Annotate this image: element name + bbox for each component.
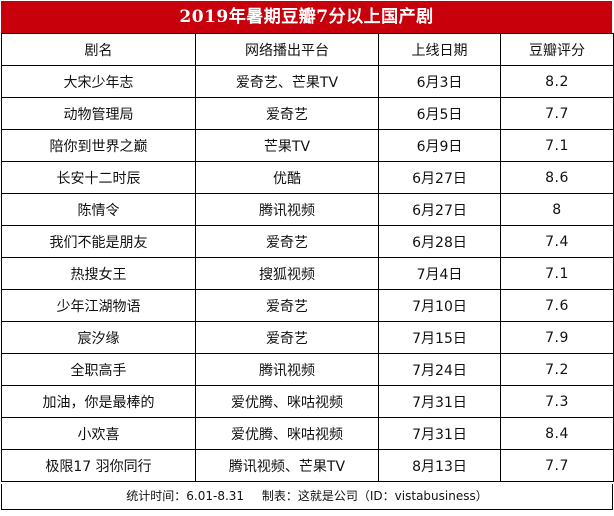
- cell-platform: 腾讯视频: [195, 353, 379, 386]
- cell-platform: 搜狐视频: [195, 257, 379, 290]
- cell-drama-name: 少年江湖物语: [1, 289, 196, 322]
- cell-platform: 爱奇艺: [195, 289, 379, 322]
- cell-drama-name: 长安十二时辰: [1, 161, 196, 194]
- cell-drama-name: 极限17 羽你同行: [1, 449, 196, 482]
- cell-platform: 爱优腾、咪咕视频: [195, 385, 379, 418]
- cell-drama-name: 加油，你是最棒的: [1, 385, 196, 418]
- cell-platform: 爱奇艺: [195, 321, 379, 354]
- cell-drama-name: 动物管理局: [1, 97, 196, 130]
- table-row: 加油，你是最棒的 爱优腾、咪咕视频 7月31日 7.3: [1, 385, 614, 418]
- cell-drama-name: 陈情令: [1, 193, 196, 226]
- cell-release-date: 6月3日: [378, 65, 501, 98]
- table-row: 动物管理局 爱奇艺 6月5日 7.7: [1, 97, 614, 130]
- cell-release-date: 6月27日: [378, 161, 501, 194]
- drama-table: 剧名 网络播出平台 上线日期 豆瓣评分 大宋少年志 爱奇艺、芒果TV 6月3日 8.2…: [1, 33, 614, 482]
- header-row: 剧名 网络播出平台 上线日期 豆瓣评分: [1, 33, 614, 66]
- footer-made-by: 制表：这就是公司（ID：vistabusiness）: [261, 489, 488, 503]
- table-row: 陈情令 腾讯视频 6月27日 8: [1, 193, 614, 226]
- cell-release-date: 7月31日: [378, 417, 501, 450]
- cell-drama-name: 宸汐缘: [1, 321, 196, 354]
- table-row: 大宋少年志 爱奇艺、芒果TV 6月3日 8.2: [1, 65, 614, 98]
- cell-douban-score: 7.7: [500, 97, 614, 130]
- cell-drama-name: 我们不能是朋友: [1, 225, 196, 258]
- cell-platform: 爱奇艺: [195, 225, 379, 258]
- cell-platform: 爱奇艺、芒果TV: [195, 65, 379, 98]
- cell-drama-name: 全职高手: [1, 353, 196, 386]
- table-row: 长安十二时辰 优酷 6月27日 8.6: [1, 161, 614, 194]
- cell-drama-name: 大宋少年志: [1, 65, 196, 98]
- cell-drama-name: 陪你到世界之巅: [1, 129, 196, 162]
- cell-douban-score: 7.9: [500, 321, 614, 354]
- cell-release-date: 7月10日: [378, 289, 501, 322]
- column-header-date: 上线日期: [378, 33, 501, 66]
- cell-release-date: 6月5日: [378, 97, 501, 130]
- footer-stats-time: 统计时间：6.01-8.31: [126, 489, 245, 503]
- table-row: 极限17 羽你同行 腾讯视频、芒果TV 8月13日 7.7: [1, 449, 614, 482]
- cell-douban-score: 7.4: [500, 225, 614, 258]
- cell-douban-score: 7.7: [500, 449, 614, 482]
- cell-platform: 腾讯视频: [195, 193, 379, 226]
- cell-release-date: 7月15日: [378, 321, 501, 354]
- cell-drama-name: 小欢喜: [1, 417, 196, 450]
- table-row: 小欢喜 爱优腾、咪咕视频 7月31日 8.4: [1, 417, 614, 450]
- cell-platform: 爱奇艺: [195, 97, 379, 130]
- cell-drama-name: 热搜女王: [1, 257, 196, 290]
- table-row: 宸汐缘 爱奇艺 7月15日 7.9: [1, 321, 614, 354]
- column-header-name: 剧名: [1, 33, 196, 66]
- cell-platform: 芒果TV: [195, 129, 379, 162]
- cell-douban-score: 8.6: [500, 161, 614, 194]
- cell-douban-score: 8.2: [500, 65, 614, 98]
- cell-douban-score: 8: [500, 193, 614, 226]
- cell-release-date: 6月28日: [378, 225, 501, 258]
- table-row: 少年江湖物语 爱奇艺 7月10日 7.6: [1, 289, 614, 322]
- table-row: 我们不能是朋友 爱奇艺 6月28日 7.4: [1, 225, 614, 258]
- cell-douban-score: 7.6: [500, 289, 614, 322]
- cell-release-date: 7月24日: [378, 353, 501, 386]
- cell-douban-score: 7.1: [500, 257, 614, 290]
- table-footer: 统计时间：6.01-8.31 制表：这就是公司（ID：vistabusiness…: [1, 484, 613, 510]
- cell-release-date: 8月13日: [378, 449, 501, 482]
- cell-release-date: 6月9日: [378, 129, 501, 162]
- column-header-score: 豆瓣评分: [500, 33, 614, 66]
- cell-douban-score: 7.3: [500, 385, 614, 418]
- column-header-platform: 网络播出平台: [195, 33, 379, 66]
- cell-platform: 优酷: [195, 161, 379, 194]
- table-row: 陪你到世界之巅 芒果TV 6月9日 7.1: [1, 129, 614, 162]
- cell-release-date: 7月4日: [378, 257, 501, 290]
- cell-douban-score: 8.4: [500, 417, 614, 450]
- table-body: 大宋少年志 爱奇艺、芒果TV 6月3日 8.2 动物管理局 爱奇艺 6月5日 7.7 陪你到世界…: [1, 65, 614, 482]
- cell-douban-score: 7.1: [500, 129, 614, 162]
- table-row: 全职高手 腾讯视频 7月24日 7.2: [1, 353, 614, 386]
- cell-douban-score: 7.2: [500, 353, 614, 386]
- cell-platform: 爱优腾、咪咕视频: [195, 417, 379, 450]
- cell-release-date: 6月27日: [378, 193, 501, 226]
- cell-platform: 腾讯视频、芒果TV: [195, 449, 379, 482]
- table-row: 热搜女王 搜狐视频 7月4日 7.1: [1, 257, 614, 290]
- table-title: 2019年暑期豆瓣7分以上国产剧: [1, 1, 612, 33]
- cell-release-date: 7月31日: [378, 385, 501, 418]
